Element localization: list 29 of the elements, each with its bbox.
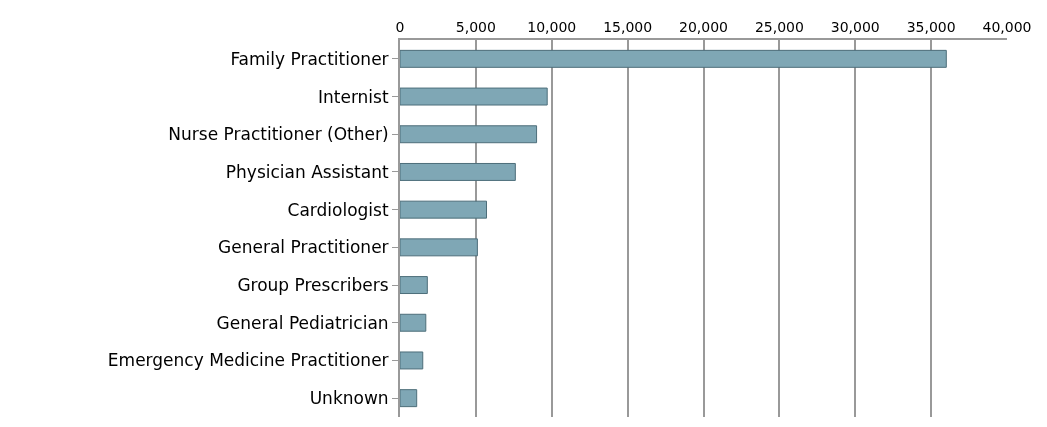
y-tick-label: Family Practitioner <box>230 48 389 69</box>
y-tick-label: Group Prescribers <box>237 275 389 295</box>
y-tick-label: Cardiologist <box>287 199 389 220</box>
x-tick-label: 20,000 <box>679 19 728 36</box>
y-tick-label: Emergency Medicine Practitioner <box>107 350 389 371</box>
bar <box>400 162 516 181</box>
bar <box>400 351 424 370</box>
y-tick-label: Unknown <box>309 388 389 409</box>
bar <box>400 87 548 106</box>
bar <box>400 313 427 332</box>
y-tick-label: Physician Assistant <box>225 161 389 182</box>
bar <box>400 49 947 68</box>
bar <box>400 389 418 408</box>
y-tick-label: General Practitioner <box>218 237 389 258</box>
bar <box>400 125 538 144</box>
x-tick-label: 5,000 <box>455 19 496 36</box>
x-tick-label: 35,000 <box>906 19 956 36</box>
y-tick-label: Nurse Practitioner (Other) <box>168 124 389 145</box>
x-tick-label: 40,000 <box>982 19 1032 36</box>
x-tick-label: 25,000 <box>754 19 804 36</box>
x-tick-label: 0 <box>395 19 405 36</box>
y-tick-label: Internist <box>317 86 389 107</box>
bar <box>400 276 428 295</box>
x-tick-label: 10,000 <box>527 19 577 36</box>
bar <box>400 200 487 219</box>
x-tick-label: 15,000 <box>603 19 653 36</box>
y-tick-label: General Pediatrician <box>216 312 389 333</box>
bar <box>400 238 478 257</box>
x-tick-label: 30,000 <box>830 19 880 36</box>
